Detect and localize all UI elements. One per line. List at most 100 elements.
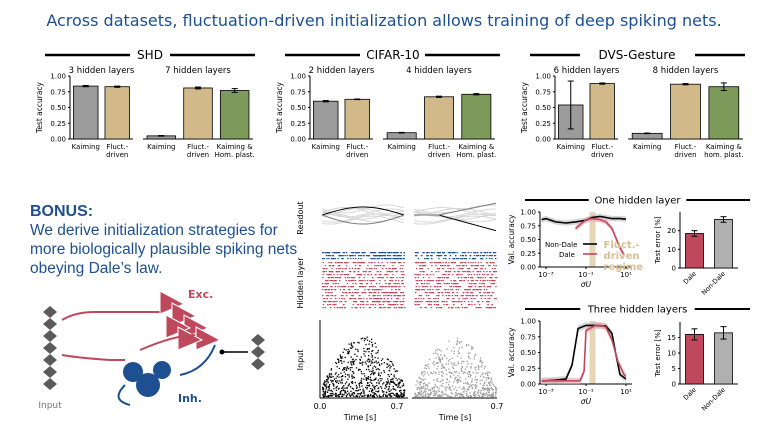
hidden-spike-red [361,304,364,306]
hidden-spike-red [322,295,324,297]
input-spike [481,364,483,366]
hidden-spike-red [480,265,482,267]
hidden-spike-red [457,277,460,279]
input-spike [354,381,357,384]
x-tick-label: Kaiming & [217,143,254,151]
hidden-spike-red [472,298,475,300]
hidden-spike-blue [345,252,348,254]
hidden-spike-red [430,280,432,282]
input-spike [475,385,477,388]
input-spike [390,381,392,384]
hidden-spike-red [378,283,381,285]
input-spike [467,352,470,354]
input-spike [381,378,383,380]
input-spike [363,390,365,392]
hidden-spike-blue [473,255,476,257]
hidden-spike-red [489,286,492,288]
input-spike [337,360,340,362]
input-spike [457,392,459,395]
y-tick-label: 1.00 [50,73,66,81]
input-spike [475,366,477,368]
input-spike [484,387,486,389]
hidden-spike-red [487,298,489,300]
input-spike [417,393,420,396]
input-spike [456,382,458,384]
hidden-spike-red [344,274,346,276]
y-tick-label: 0.50 [290,104,306,112]
bar [670,83,701,140]
hidden-spike-blue [495,258,497,260]
input-spike [478,368,480,371]
input-spike [357,389,360,391]
hidden-spike-red [325,292,327,294]
input-spike [467,356,470,358]
input-spike [363,339,365,342]
hidden-spike-red [431,280,434,282]
hidden-spike-blue [383,258,386,260]
input-spike [448,340,450,342]
hidden-spike-red [468,295,470,297]
input-spike [450,389,452,392]
hidden-spike-red [472,271,475,273]
bar [714,219,733,269]
input-spike [369,381,371,383]
input-spike [367,365,369,367]
hidden-spike-red [322,307,324,309]
readout-trace-gray [321,210,405,220]
hidden-spike-red [477,271,480,273]
hidden-spike-red [353,292,356,294]
input-spike [358,384,361,386]
hidden-spike-red [441,277,444,279]
hidden-spike-red [384,280,386,282]
hidden-spike-blue [467,252,470,254]
hidden-spike-red [465,277,467,279]
hidden-spike-red [462,295,464,297]
input-spike [466,393,468,395]
input-spike [381,387,383,389]
hidden-spike-red [345,301,347,303]
input-spike [464,371,466,374]
hidden-spike-red [389,277,392,279]
input-spike [488,388,490,391]
hidden-spike-red [493,262,495,264]
input-spike [468,344,470,346]
input-spike [370,379,372,381]
y-axis-label: Test error [%] [654,329,662,378]
hidden-spike-red [351,298,353,300]
input-spike [466,390,468,393]
y-tick-label: 0.50 [535,104,551,112]
input-spike [387,380,389,382]
input-spike [328,374,330,376]
hidden-spike-red [322,274,324,276]
input-spike [447,360,450,362]
input-spike [341,395,343,397]
hidden-spike-red [351,286,353,288]
hidden-spike-red [444,274,447,276]
hidden-spike-red [435,289,438,291]
input-spike [436,362,439,364]
output-dot [219,349,225,355]
input-spike [439,395,441,397]
hidden-spike-red [416,283,419,285]
hidden-spike-blue [387,252,389,254]
x-tick-label: driven [106,151,128,159]
input-spike [326,379,328,381]
hidden-spike-red [332,265,334,267]
input-spike [372,373,375,376]
hidden-spike-red [366,268,368,270]
input-spike [480,366,482,368]
hidden-spike-red [435,265,437,267]
input-spike [486,395,489,398]
input-spike [475,369,477,371]
hidden-spike-red [372,304,374,306]
input-spike [363,350,365,352]
hidden-spike-red [447,298,450,300]
hidden-spike-red [378,277,381,279]
hidden-spike-red [492,283,494,285]
input-spike [395,389,397,391]
hidden-spike-red [374,265,376,267]
input-spike [437,389,439,392]
input-spike [450,372,452,374]
